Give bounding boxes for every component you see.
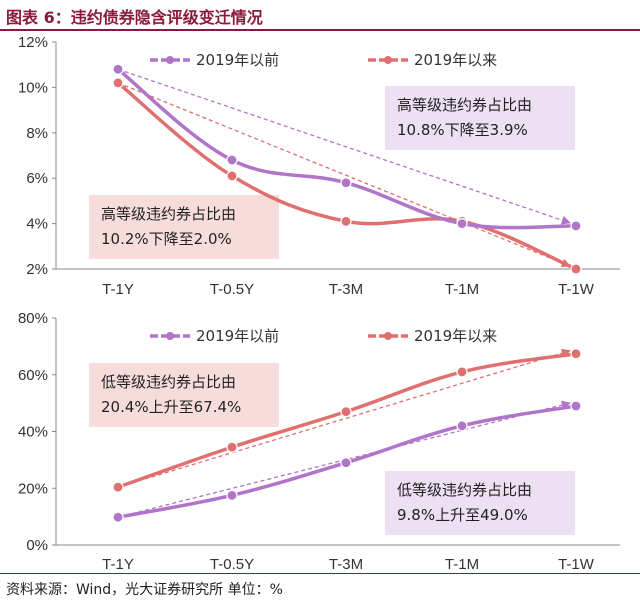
- y-tick-label: 0%: [26, 537, 48, 554]
- data-point: [456, 218, 468, 230]
- data-point: [456, 420, 468, 432]
- data-point: [340, 177, 352, 189]
- figure-title: 图表 6：违约债券隐含评级变迁情况: [6, 8, 263, 27]
- data-point: [570, 220, 582, 232]
- x-tick-label: T-1W: [558, 281, 595, 298]
- x-tick-label: T-1W: [558, 556, 595, 573]
- data-point: [456, 366, 468, 378]
- y-tick-label: 20%: [18, 480, 48, 497]
- annotation-text: 低等级违约券占比由: [101, 373, 236, 391]
- data-point: [112, 511, 124, 523]
- x-tick-label: T-1Y: [102, 281, 134, 298]
- legend-swatch-dot: [166, 56, 174, 64]
- x-tick-label: T-3M: [329, 556, 363, 573]
- trend-arrow: [117, 68, 571, 225]
- annotation-box: [385, 471, 575, 535]
- annotation-text: 高等级违约券占比由: [397, 96, 532, 114]
- legend-swatch-dot: [166, 332, 174, 340]
- data-point: [112, 77, 124, 89]
- annotation-box: [89, 195, 279, 259]
- annotation-text: 高等级违约券占比由: [101, 205, 236, 223]
- x-tick-label: T-1M: [445, 556, 479, 573]
- x-tick-label: T-3M: [329, 281, 363, 298]
- data-point: [112, 63, 124, 75]
- annotation-box: [89, 363, 279, 427]
- annotation-text: 10.2%下降至2.0%: [101, 230, 232, 248]
- y-tick-label: 8%: [26, 125, 48, 142]
- y-tick-label: 2%: [26, 261, 48, 278]
- legend-swatch-dot: [384, 56, 392, 64]
- data-point: [112, 481, 124, 493]
- title-divider: [0, 29, 640, 31]
- chart-panel-2: 0% 20% 40% 60% 80% T-1Y T-0.5Y T-3M T-1M T-1W 低等级违…: [18, 310, 620, 573]
- legend-label: 2019年以前: [196, 327, 279, 345]
- y-tick-label: 12%: [18, 34, 48, 51]
- data-point: [340, 457, 352, 469]
- legend-label: 2019年以前: [196, 51, 279, 69]
- y-tick-label: 60%: [18, 367, 48, 384]
- footer-divider: [0, 573, 640, 574]
- legend-label: 2019年以来: [414, 51, 497, 69]
- y-tick-label: 4%: [26, 216, 48, 233]
- data-point: [226, 441, 238, 453]
- x-tick-label: T-0.5Y: [210, 556, 254, 573]
- legend-label: 2019年以来: [414, 327, 497, 345]
- chart-panel-1: 2% 4% 6% 8% 10% 12% T-1Y T-0.5Y T-3M T-1M T-1W 高等级违…: [18, 34, 620, 298]
- data-point: [226, 154, 238, 166]
- data-point: [226, 489, 238, 501]
- data-point: [226, 170, 238, 182]
- annotation-text: 9.8%上升至49.0%: [397, 506, 528, 524]
- trend-arrow: [117, 82, 571, 268]
- figure-header: 图表 6：违约债券隐含评级变迁情况: [0, 0, 640, 31]
- annotation-text: 低等级违约券占比由: [397, 481, 532, 499]
- source-note: 资料来源：Wind，光大证券研究所 单位：%: [6, 582, 283, 598]
- data-point: [340, 406, 352, 418]
- data-point: [570, 348, 582, 360]
- x-tick-label: T-1M: [445, 281, 479, 298]
- x-tick-label: T-0.5Y: [210, 281, 254, 298]
- x-tick-label: T-1Y: [102, 556, 134, 573]
- y-tick-label: 40%: [18, 424, 48, 441]
- y-tick-label: 6%: [26, 170, 48, 187]
- y-tick-label: 10%: [18, 79, 48, 96]
- data-point: [570, 400, 582, 412]
- legend-swatch-dot: [384, 332, 392, 340]
- trend-arrow: [117, 348, 571, 488]
- annotation-box: [385, 86, 575, 150]
- annotation-text: 10.8%下降至3.9%: [397, 121, 528, 139]
- data-point: [340, 215, 352, 227]
- data-point: [570, 263, 582, 275]
- annotation-text: 20.4%上升至67.4%: [101, 398, 241, 416]
- y-tick-label: 80%: [18, 310, 48, 327]
